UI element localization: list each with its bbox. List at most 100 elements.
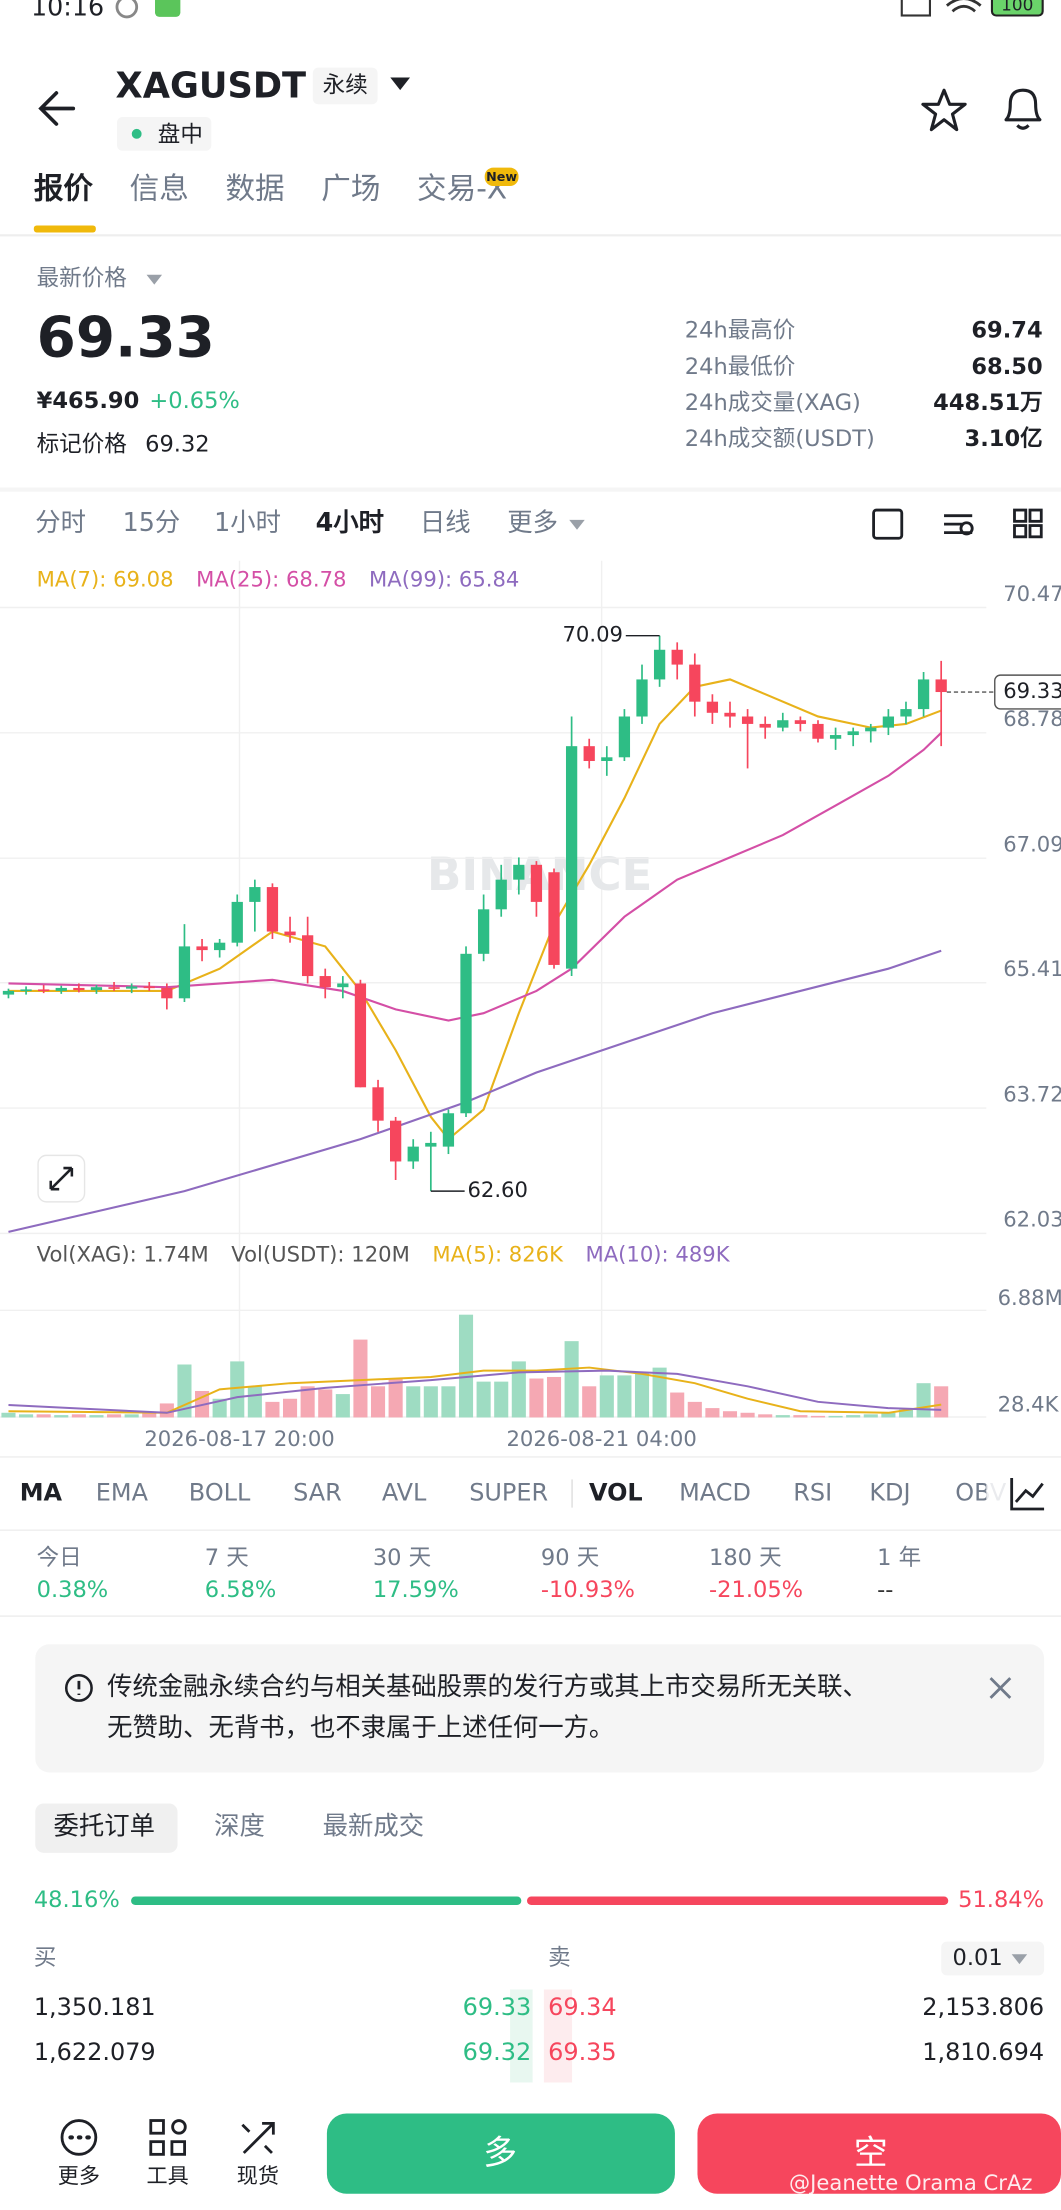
volume-bar [124,1414,139,1418]
volume-bar [828,1415,843,1418]
candle-body [900,709,912,717]
long-button[interactable] [326,2113,675,2194]
y-tick-label: 62.03 [1003,1207,1061,1232]
tab[interactable]: 数据 [225,172,284,206]
book-tab[interactable]: 委托订单 [54,1810,155,1840]
book-tab[interactable]: 最新成交 [323,1810,424,1840]
volume-bar [670,1392,685,1418]
indicator-tab[interactable]: AVL [382,1479,427,1507]
depth-shade [543,1989,573,2089]
price-change: +0.65% [149,388,239,414]
tick-size-box[interactable] [941,1941,1045,1976]
indicator-tab[interactable]: SUPER [469,1479,548,1507]
candle-body [354,983,367,1088]
bottom-tool-label[interactable]: 工具 [147,2163,189,2188]
indicator-tab[interactable]: VOL [589,1479,643,1507]
bottom-tool-label[interactable]: 更多 [58,2163,100,2188]
y-tick-label: 65.41 [1003,956,1061,981]
candle-body [214,942,226,951]
y-tick-label: 67.09 [1003,831,1061,856]
tool-icon[interactable] [959,521,974,536]
indicator-tab[interactable]: BOLL [189,1479,251,1507]
ma-line [8,678,942,1141]
timeframe[interactable]: 日线 [420,507,471,537]
bid-price: 69.32 [463,2038,532,2066]
volume-bar [494,1381,509,1418]
candle-body [724,712,736,717]
short-button[interactable] [697,2113,1061,2194]
ma-legend: MA(25): 68.78 [196,567,346,592]
indicator-tab[interactable]: MA [20,1479,63,1507]
timeframe[interactable]: 1小时 [214,507,281,537]
volume-bar [546,1376,562,1418]
timeframe[interactable]: 15分 [123,507,181,537]
indicator-tab[interactable]: MACD [679,1479,751,1507]
candle-body [601,757,613,762]
volume-bar [423,1386,438,1418]
wifi-icon [945,0,982,13]
volume-bar [881,1412,896,1418]
active-book-tab [35,1803,178,1853]
notification-button[interactable] [1004,88,1042,130]
price-dropdown[interactable] [146,274,163,285]
period-label: 90 天 [541,1545,599,1571]
indicator-settings[interactable] [1010,1478,1045,1511]
candle-body [759,723,771,728]
more-dropdown[interactable] [569,519,585,530]
volume-legend: Vol(USDT): 120M [231,1241,410,1266]
candle-body [108,987,120,989]
stat-value: 68.50 [971,354,1042,380]
timeframe-bar: 分时 15分 1小时 4小时 日线 更多 [35,507,558,537]
notice-close[interactable] [989,1677,1012,1699]
candle-body [583,746,595,762]
tool-icon[interactable] [1028,508,1043,523]
volume-bar [687,1401,702,1418]
volume-ma-line [8,1369,942,1414]
candle-body [2,990,15,995]
tool-icon[interactable] [1013,508,1028,523]
high-label: 70.09 [562,622,622,647]
notice-line: 传统金融永续合约与相关基础股票的发行方或其上市交易所无关联、 [107,1671,868,1701]
candle-body [935,679,947,693]
volume-bar [476,1381,491,1418]
contract-tag [312,67,378,105]
indicator-tab[interactable]: RSI [793,1479,832,1507]
timeframe[interactable]: 更多 [507,507,558,537]
volume-bar [282,1398,298,1418]
tab[interactable]: 信息 [130,172,189,206]
timeframe[interactable]: 分时 [35,507,86,537]
stat-value: 3.10亿 [965,426,1043,452]
candle-body [196,946,208,951]
tab[interactable]: 报价 [34,172,94,206]
indicator-tab[interactable]: EMA [96,1479,149,1507]
back-button[interactable] [38,91,76,126]
indicator-tab[interactable]: KDJ [869,1479,910,1507]
volume-bar [916,1383,931,1418]
candle-body [389,1120,402,1162]
tool-icon[interactable] [872,508,904,540]
volume-bar [19,1414,34,1418]
indicator-tab[interactable]: SAR [293,1479,342,1507]
candle-body [90,987,103,991]
candle-body [337,983,349,988]
volume-bar [230,1361,245,1418]
more-icon[interactable] [60,2119,98,2156]
stat-label: 24h成交额(USDT) [685,426,875,452]
volume-bar [722,1411,738,1418]
tool-icon[interactable] [1013,524,1028,539]
volume-bar [247,1386,262,1418]
tools-icon[interactable] [149,2119,187,2156]
spot-icon[interactable] [241,2121,275,2154]
candle-body [425,1142,437,1147]
volume-bar [36,1414,51,1418]
timeframe[interactable]: 4小时 [316,507,384,537]
symbol-dropdown[interactable] [390,77,411,91]
candle-body [20,989,32,992]
tab[interactable]: 广场 [321,172,380,206]
contract-type: 永续 [323,72,368,98]
tool-icon[interactable] [1028,524,1043,539]
volume-bar [582,1386,597,1418]
bottom-tool-label[interactable]: 现货 [237,2163,279,2188]
book-tab[interactable]: 深度 [214,1810,265,1840]
favorite-button[interactable] [921,88,967,132]
